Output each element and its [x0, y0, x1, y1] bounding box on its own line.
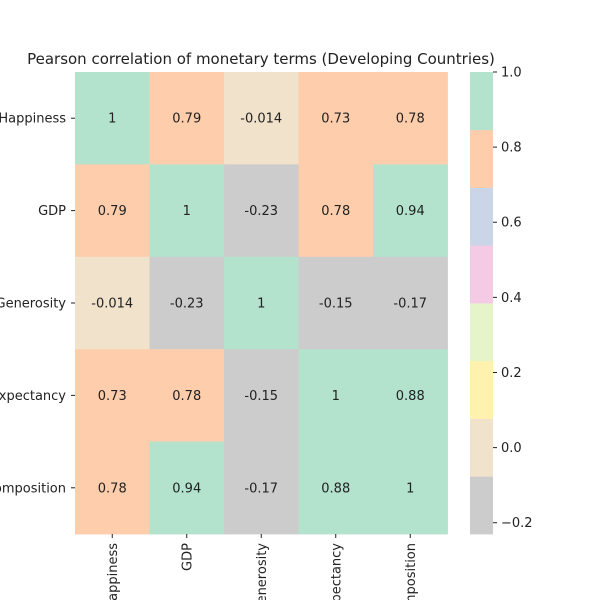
- y-tick-label: GDP: [38, 204, 66, 219]
- cell-value-label: 0.88: [321, 481, 350, 496]
- cell-value-label: 0.94: [172, 481, 201, 496]
- cell-value-label: 0.79: [98, 204, 127, 219]
- cell-value-label: 1: [183, 204, 191, 219]
- heatmap-cell: [298, 72, 374, 165]
- heatmap-cell: [149, 72, 225, 165]
- y-tick-label: Happiness: [0, 112, 66, 127]
- heatmap-cell-labels: 1 0.79 -0.014 0.73 0.78 0.79 1 -0.23 0.78 0.94 -0.…: [91, 112, 427, 497]
- colorbar-tick-label: 0.4: [501, 291, 522, 306]
- cell-value-label: 1: [332, 389, 340, 404]
- cell-value-label: 0.73: [98, 389, 127, 404]
- heatmap-cell: [224, 256, 299, 350]
- colorbar-tick-label: 0.6: [501, 216, 522, 231]
- x-tick-label: GDP: [180, 543, 195, 571]
- heatmap-cell: [75, 441, 150, 535]
- x-tick-label: Composition: [404, 543, 419, 600]
- heatmap-cell: [373, 72, 448, 165]
- colorbar-segment: [470, 245, 493, 304]
- cell-value-label: -0.15: [244, 389, 278, 404]
- x-tick-label: Generosity: [255, 543, 270, 600]
- cell-value-label: -0.014: [91, 297, 133, 312]
- heatmap-cell: [75, 256, 150, 350]
- colorbar-segment: [470, 476, 493, 535]
- colorbar: −0.2 0.0 0.2 0.4 0.6 0.8 1.0: [470, 66, 533, 535]
- colorbar-segment: [470, 129, 493, 188]
- heatmap-cell: [75, 164, 150, 258]
- heatmap-cells: [75, 72, 448, 535]
- colorbar-tick-label: −0.2: [501, 516, 533, 531]
- heatmap-cell: [75, 72, 150, 165]
- y-axis-ticks: Happiness GDP Generosity Life Expectancy Com…: [0, 112, 75, 496]
- colorbar-segment: [470, 360, 493, 419]
- cell-value-label: 0.94: [396, 204, 425, 219]
- colorbar-segment: [470, 187, 493, 246]
- heatmap-cell: [149, 349, 225, 442]
- cell-value-label: -0.17: [244, 481, 278, 496]
- heatmap-cell: [224, 72, 299, 165]
- cell-value-label: 1: [257, 297, 265, 312]
- heatmap-cell: [298, 441, 374, 535]
- heatmap-cell: [298, 349, 374, 442]
- chart-title: Pearson correlation of monetary terms (D…: [27, 50, 495, 68]
- heatmap-cell: [149, 441, 225, 535]
- heatmap-cell: [149, 164, 225, 258]
- cell-value-label: -0.15: [319, 297, 353, 312]
- colorbar-segment: [470, 418, 493, 477]
- cell-value-label: 0.88: [396, 389, 425, 404]
- cell-value-label: 0.78: [396, 112, 425, 127]
- colorbar-tick-label: 0.0: [501, 441, 522, 456]
- cell-value-label: 0.78: [98, 481, 127, 496]
- cell-value-label: 0.78: [321, 204, 350, 219]
- heatmap-cell: [373, 441, 448, 535]
- cell-value-label: -0.23: [170, 297, 204, 312]
- heatmap-cell: [224, 441, 299, 535]
- heatmap-cell: [373, 164, 448, 258]
- colorbar-segment: [470, 72, 493, 131]
- heatmap-cell: [298, 164, 374, 258]
- heatmap-cell: [373, 256, 448, 350]
- cell-value-label: 1: [406, 481, 414, 496]
- cell-value-label: 1: [108, 112, 116, 127]
- heatmap-cell: [224, 164, 299, 258]
- heatmap-cell: [149, 256, 225, 350]
- heatmap-cell: [298, 256, 374, 350]
- cell-value-label: 0.78: [172, 389, 201, 404]
- x-tick-label: Life Expectancy: [329, 543, 344, 600]
- colorbar-segment: [470, 303, 493, 362]
- cell-value-label: 0.79: [172, 112, 201, 127]
- x-tick-label: Happiness: [106, 543, 121, 600]
- colorbar-tick-label: 0.8: [501, 141, 522, 156]
- heatmap-cell: [75, 349, 150, 442]
- cell-value-label: -0.23: [244, 204, 278, 219]
- y-tick-label: Life Expectancy: [0, 389, 66, 404]
- cell-value-label: 0.73: [321, 112, 350, 127]
- heatmap-cell: [373, 349, 448, 442]
- colorbar-tick-label: 1.0: [501, 66, 522, 81]
- y-tick-label: Generosity: [0, 297, 66, 312]
- heatmap-cell: [224, 349, 299, 442]
- cell-value-label: -0.17: [393, 297, 427, 312]
- colorbar-tick-label: 0.2: [501, 366, 522, 381]
- x-axis-ticks: Happiness GDP Generosity Life Expectancy Com…: [106, 534, 419, 600]
- y-tick-label: Composition: [0, 481, 66, 496]
- cell-value-label: -0.014: [240, 112, 282, 127]
